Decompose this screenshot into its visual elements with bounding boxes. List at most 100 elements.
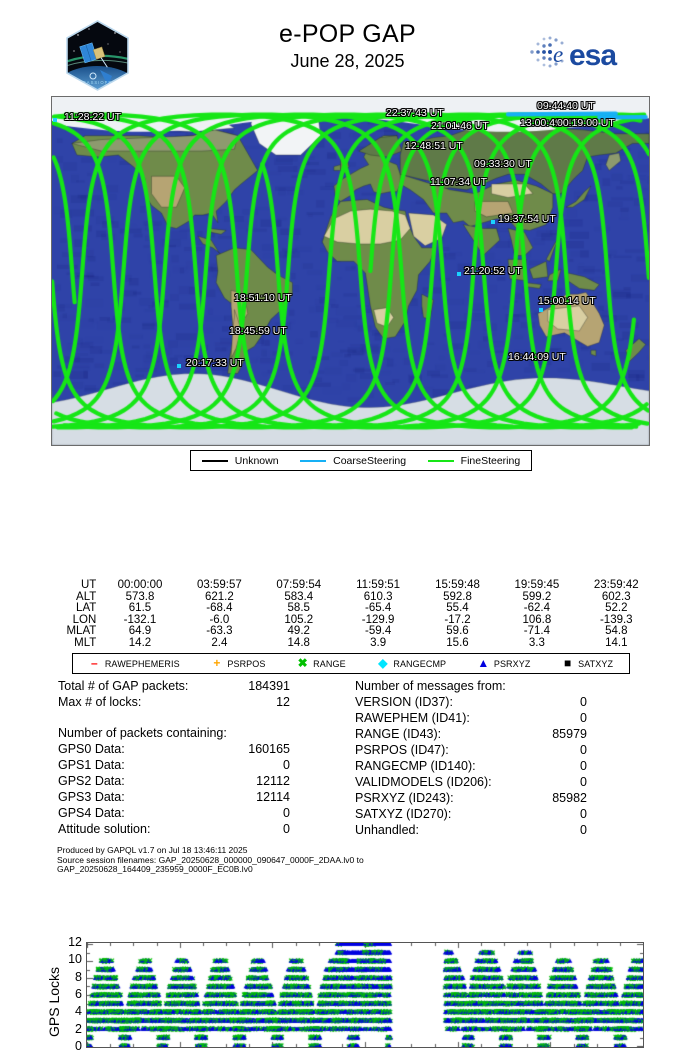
orbit-marker-dot <box>491 220 495 224</box>
world-map-orbit-track[interactable]: 11:28:22 UT 22:37:43 UT 09:44:40 UT 21:01:4… <box>51 96 650 446</box>
stat-value: 85979 <box>552 726 587 742</box>
y-axis-tick: 0 <box>75 1040 82 1052</box>
table-cell: 19:59:45 <box>497 580 576 592</box>
message-type-legend: – RAWEPHEMERIS + PSRPOS ✖ RANGE ◆ RANGECMP ▲ PSRX… <box>72 653 630 674</box>
orbit-parameter-table: UT 00:00:00 03:59:57 07:59:54 11:59:51 15:59:… <box>44 580 656 650</box>
stat-row: VERSION (ID37): 0 <box>355 694 645 710</box>
page-header: CASSIOPE e-POP GAP June 28, 2025 e <box>0 0 695 95</box>
y-axis-tick: 6 <box>75 988 82 1000</box>
stat-label: Attitude solution: <box>58 821 150 837</box>
table-row: UT 00:00:00 03:59:57 07:59:54 11:59:51 15:59:… <box>44 580 656 592</box>
y-axis-tick: 8 <box>75 971 82 983</box>
stat-value: 85982 <box>552 790 587 806</box>
orbit-marker-dot <box>53 118 57 122</box>
stat-label: GPS2 Data: <box>58 773 125 789</box>
legend-line-icon <box>300 460 326 462</box>
map-ut-label: 21:01:46 UT <box>431 121 489 132</box>
map-ut-label: 21:20:52 UT <box>464 266 522 277</box>
stat-row: PSRPOS (ID47): 0 <box>355 742 645 758</box>
stat-value: 0 <box>580 806 587 822</box>
stat-value: 0 <box>283 805 290 821</box>
stat-row: GPS0 Data: 160165 <box>58 741 348 757</box>
message-legend-item: – RAWEPHEMERIS <box>89 658 180 669</box>
map-ut-label: 09:33:30 UT <box>474 159 532 170</box>
table-cell: 03:59:57 <box>180 580 259 592</box>
stat-row: RANGE (ID43): 85979 <box>355 726 645 742</box>
total-packets-value: 184391 <box>248 678 290 694</box>
stat-label: GPS3 Data: <box>58 789 125 805</box>
max-locks-row: Max # of locks: 12 <box>58 694 348 710</box>
stat-label: VALIDMODELS (ID206): <box>355 774 492 790</box>
cross-marker-icon: ✖ <box>297 658 308 669</box>
max-locks-label: Max # of locks: <box>58 694 141 710</box>
diamond-marker-icon: ◆ <box>377 658 388 669</box>
steering-legend-item: CoarseSteering <box>300 455 406 467</box>
stat-row: PSRXYZ (ID243): 85982 <box>355 790 645 806</box>
table-cell: 2.4 <box>180 638 259 650</box>
stat-label: RAWEPHEM (ID41): <box>355 710 470 726</box>
plus-marker-icon: + <box>211 658 222 669</box>
map-ut-label: 12:48:51 UT <box>405 141 463 152</box>
table-row: MLT 14.2 2.4 14.8 3.9 15.6 3.3 14.1 <box>44 638 656 650</box>
map-ut-label: 20:17:33 UT <box>186 358 244 369</box>
packets-containing-header: Number of packets containing: <box>58 725 348 741</box>
stat-label: RANGECMP (ID140): <box>355 758 476 774</box>
stat-row: GPS4 Data: 0 <box>58 805 348 821</box>
orbit-marker-dot <box>539 308 543 312</box>
packet-statistics: Total # of GAP packets: 184391 Max # of … <box>58 678 348 837</box>
table-row-label: MLT <box>44 638 100 650</box>
map-ut-label: 15:00:14 UT <box>538 296 596 307</box>
gps-locks-canvas <box>87 943 643 1047</box>
table-cell: 3.9 <box>338 638 417 650</box>
message-legend-label: PSRXYZ <box>494 659 531 669</box>
table-cell: 3.3 <box>497 638 576 650</box>
stat-value: 0 <box>283 821 290 837</box>
steering-legend-label: Unknown <box>235 455 279 467</box>
stat-value: 0 <box>580 742 587 758</box>
stat-value: 0 <box>580 710 587 726</box>
table-cell: 14.1 <box>577 638 656 650</box>
stat-row: RAWEPHEM (ID41): 0 <box>355 710 645 726</box>
dash-marker-icon: – <box>89 658 100 669</box>
map-ut-label: 18:51:10 UT <box>234 293 292 304</box>
stat-row: RANGECMP (ID140): 0 <box>355 758 645 774</box>
stat-row: Unhandled: 0 <box>355 822 645 838</box>
y-axis-tick: 10 <box>68 953 82 965</box>
esa-logo: e esa <box>525 30 635 74</box>
stat-row: GPS2 Data: 12112 <box>58 773 348 789</box>
message-legend-item: ▲ PSRXYZ <box>478 658 531 669</box>
stat-label: PSRPOS (ID47): <box>355 742 449 758</box>
steering-mode-legend: Unknown CoarseSteering FineSteering <box>190 450 532 471</box>
stat-value: 0 <box>580 758 587 774</box>
steering-legend-item: Unknown <box>202 455 279 467</box>
table-cell: 15:59:48 <box>418 580 497 592</box>
stat-label: GPS0 Data: <box>58 741 125 757</box>
message-statistics: Number of messages from: VERSION (ID37):… <box>355 678 645 838</box>
table-cell: 00:00:00 <box>100 580 179 592</box>
table-cell: 23:59:42 <box>577 580 656 592</box>
message-legend-label: RAWEPHEMERIS <box>105 659 180 669</box>
orbit-marker-dot <box>457 272 461 276</box>
map-ut-label: 22:37:43 UT <box>386 108 444 119</box>
message-legend-item: + PSRPOS <box>211 658 265 669</box>
stat-label: Unhandled: <box>355 822 419 838</box>
table-cell: 07:59:54 <box>259 580 338 592</box>
total-packets-row: Total # of GAP packets: 184391 <box>58 678 348 694</box>
stat-label: GPS1 Data: <box>58 757 125 773</box>
stat-value: 0 <box>580 822 587 838</box>
stat-label: SATXYZ (ID270): <box>355 806 451 822</box>
steering-legend-label: CoarseSteering <box>333 455 406 467</box>
gps-locks-y-ticks: 0 2 4 6 8 10 12 <box>62 940 84 1048</box>
message-legend-item: ◆ RANGECMP <box>377 658 446 669</box>
gps-locks-plot-area[interactable] <box>86 942 644 1048</box>
steering-legend-item: FineSteering <box>428 455 521 467</box>
stat-row: Attitude solution: 0 <box>58 821 348 837</box>
stat-value: 0 <box>580 774 587 790</box>
stat-value: 12114 <box>256 789 290 805</box>
total-packets-label: Total # of GAP packets: <box>58 678 188 694</box>
map-canvas <box>52 97 649 445</box>
map-ut-label: 11:07:34 UT <box>430 177 487 188</box>
messages-from-header: Number of messages from: <box>355 678 645 694</box>
message-legend-label: SATXYZ <box>578 659 613 669</box>
table-row-label: UT <box>44 580 100 592</box>
